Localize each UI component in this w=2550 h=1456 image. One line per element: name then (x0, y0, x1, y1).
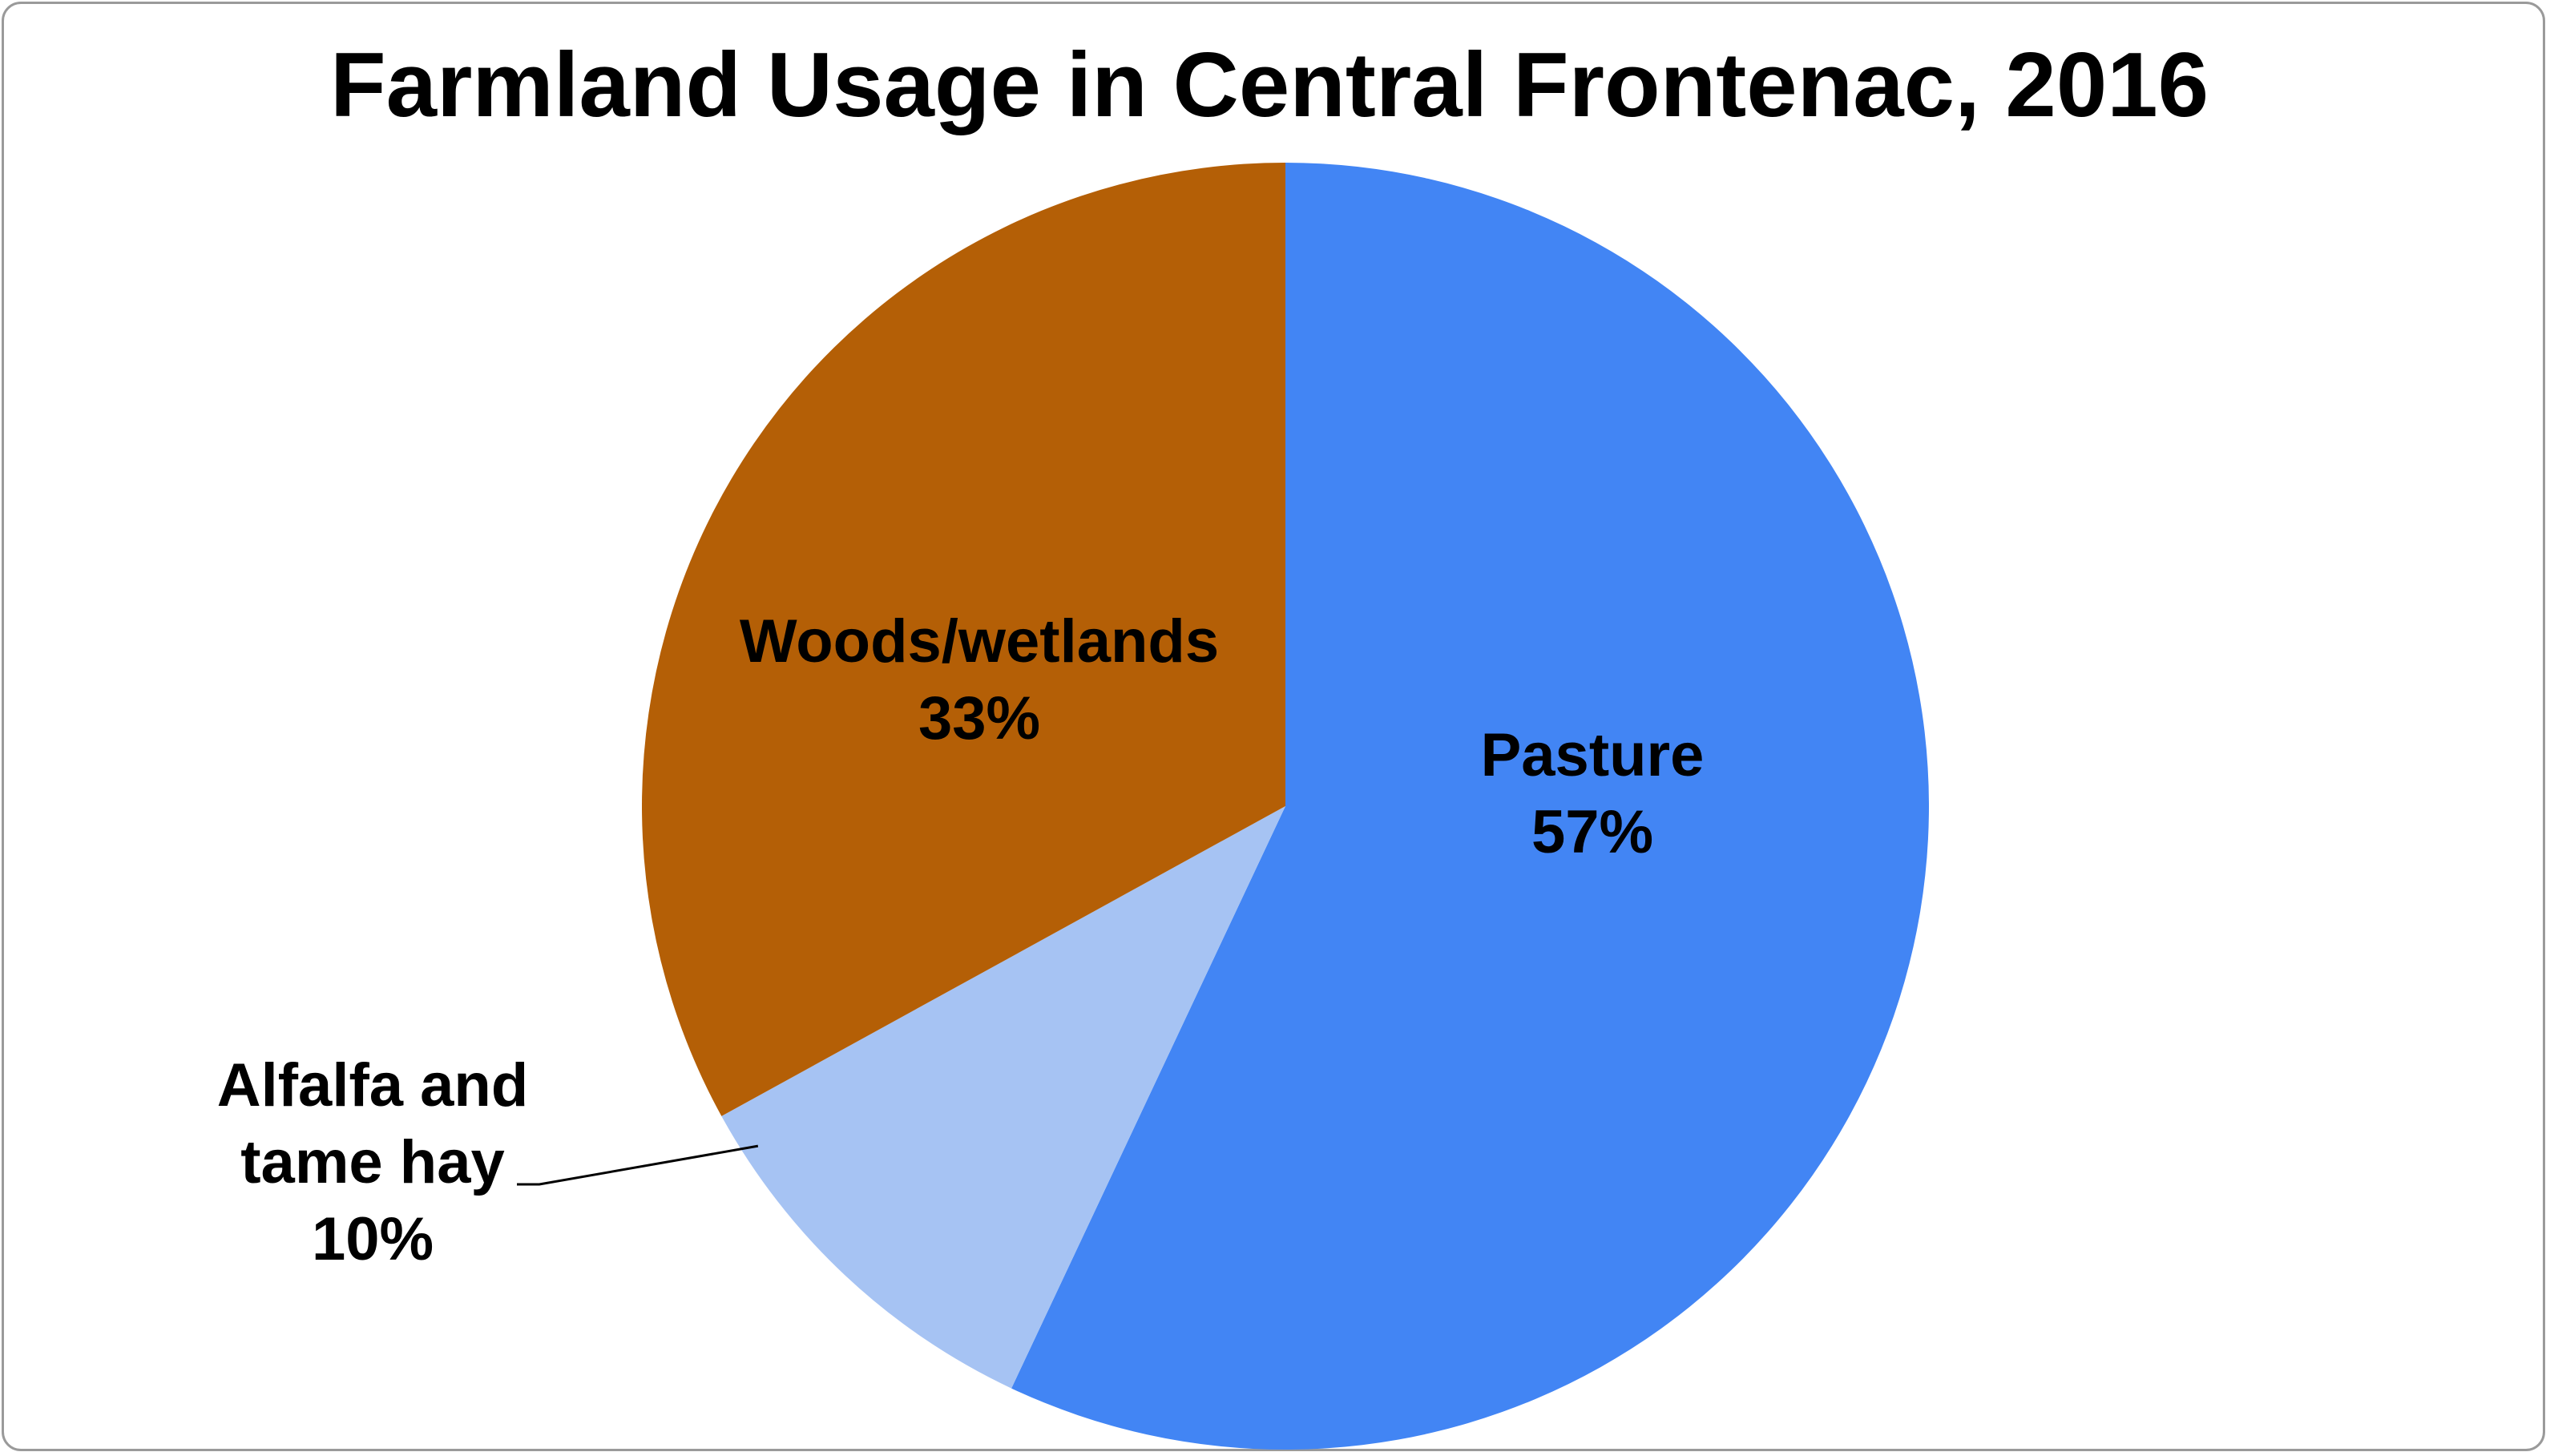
data-label-woods-wetlands: Woods/wetlands 33% (740, 607, 1219, 752)
data-label-alfalfa-and-tame-hay: Alfalfa and tame hay 10% (217, 1051, 529, 1273)
data-label-pasture: Pasture 57% (1481, 721, 1705, 866)
slice-labels: Pasture 57% Alfalfa and tame hay 10% Woods/we… (217, 607, 1705, 1273)
chart-title: Farmland Usage in Central Frontenac, 201… (330, 34, 2209, 136)
pie-slice-woods-wetlands (642, 163, 1285, 1116)
pie-slice-alfalfa-and-tame-hay (721, 806, 1285, 1389)
pie-slice-pasture (1011, 163, 1929, 1450)
leader-line-alfalfa-and-tame-hay (517, 1144, 759, 1186)
pie-slices (642, 163, 1929, 1450)
leader-lines (517, 1144, 759, 1186)
